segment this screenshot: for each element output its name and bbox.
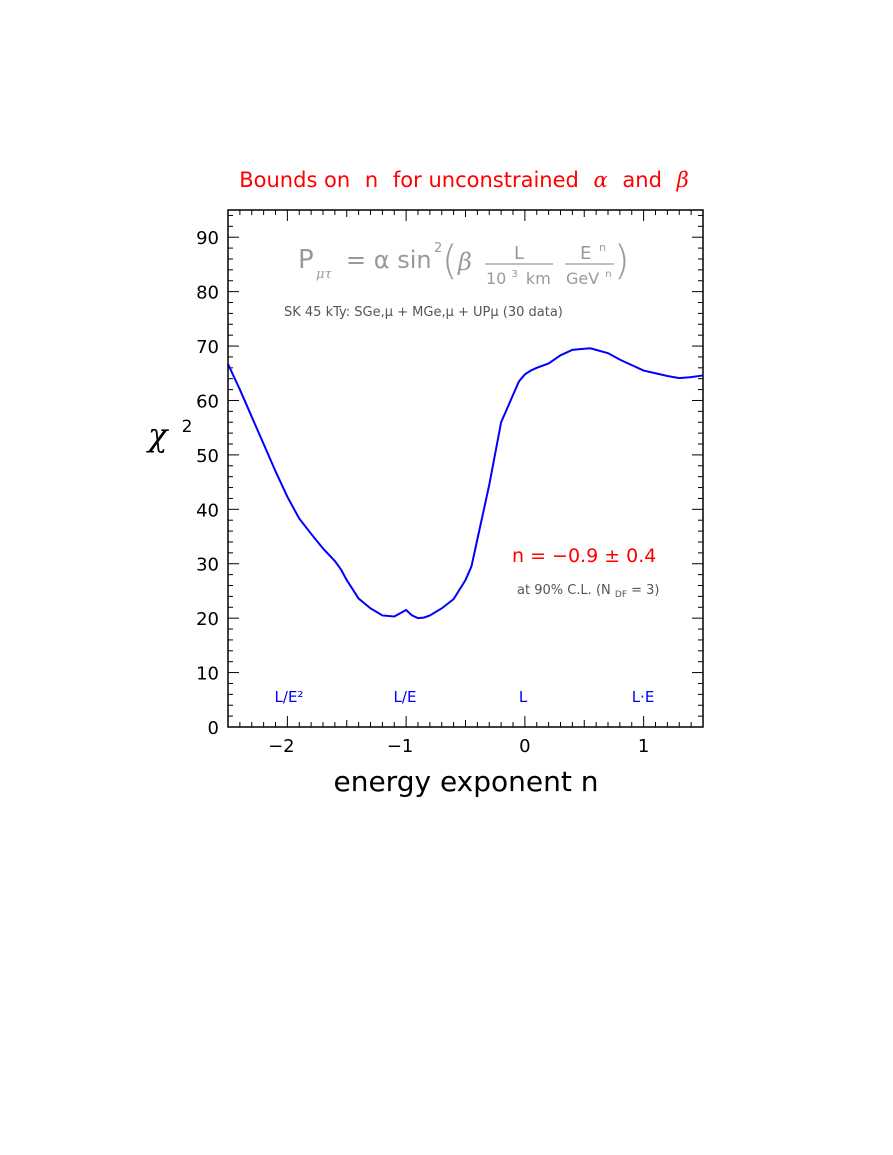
y-axis-label-sup: 2 [182,417,193,437]
title-middle: for unconstrained [393,168,579,192]
formula-left-paren: ( [442,238,458,284]
title-var-n: n [365,168,378,192]
title-prefix: Bounds on [239,168,350,192]
formula-frac1-den-km: km [526,269,551,288]
y-tick-label: 70 [196,337,219,358]
formula-frac2-den-gev: GeV [566,269,599,288]
y-tick-label: 50 [196,446,219,467]
y-axis-label: χ 2 [146,416,192,454]
chi2-curve [227,347,704,620]
title-and: and [622,168,662,192]
title-beta: β [676,168,689,192]
y-tick-label: 10 [196,664,219,685]
x-tick-label: 0 [519,736,530,757]
formula-frac1-den-10: 10 [486,269,506,288]
y-tick-labels: 0 10 20 30 40 50 60 70 80 90 [196,228,219,739]
regime-label-l-over-e2: L/E² [275,688,304,706]
axis-ticks [227,210,704,728]
formula-frac2-num-e: E [580,243,591,264]
formula-frac2-den: GeV n [566,269,612,288]
formula-frac1-num: L [514,243,524,264]
regime-labels: L/E² L/E L L·E [275,688,655,706]
formula: P μτ = α sin 2 ( β L 10 3 km E n GeV n ) [298,238,630,288]
formula-frac1-den-sup: 3 [511,269,517,280]
formula-equals: = α sin [346,246,432,274]
regime-label-l: L [519,688,528,706]
title-alpha: α [594,168,608,192]
cl-note-suffix: = 3) [631,583,659,598]
formula-frac2-den-sup: n [605,269,611,280]
x-tick-label: −1 [387,736,414,757]
formula-frac2-num: E n [580,241,606,264]
formula-right-paren: ) [614,238,630,284]
dataset-note: SK 45 kTy: SGe,μ + MGe,μ + UPμ (30 data) [284,305,563,320]
formula-p-sub: μτ [316,267,332,282]
y-tick-label: 0 [208,718,219,739]
formula-frac2-num-sup: n [599,241,606,254]
x-tick-label: −2 [268,736,295,757]
regime-label-l-over-e: L/E [394,688,417,706]
y-axis-label-chi: χ [146,416,169,454]
x-tick-labels: −2 −1 0 1 [268,736,649,757]
y-tick-label: 60 [196,391,219,412]
y-tick-label: 20 [196,609,219,630]
regime-label-l-times-e: L·E [632,688,655,706]
y-tick-label: 90 [196,228,219,249]
formula-beta: β [457,248,472,276]
cl-note-prefix: at 90% C.L. (N [517,583,611,598]
cl-note-sub: DF [615,590,627,600]
x-tick-label: 1 [638,736,649,757]
chart-title: Bounds on n for unconstrained α and β [239,168,689,192]
plot-frame [227,209,704,728]
formula-frac1-den: 10 3 km [486,262,551,288]
y-tick-label: 30 [196,555,219,576]
x-axis-label: energy exponent n [333,765,598,798]
formula-sin-sup: 2 [434,241,442,256]
y-tick-label: 40 [196,500,219,521]
formula-p: P [298,245,314,275]
cl-note: at 90% C.L. (N DF = 3) [517,583,660,601]
result-annotation: n = −0.9 ± 0.4 [512,545,656,567]
y-tick-label: 80 [196,283,219,304]
